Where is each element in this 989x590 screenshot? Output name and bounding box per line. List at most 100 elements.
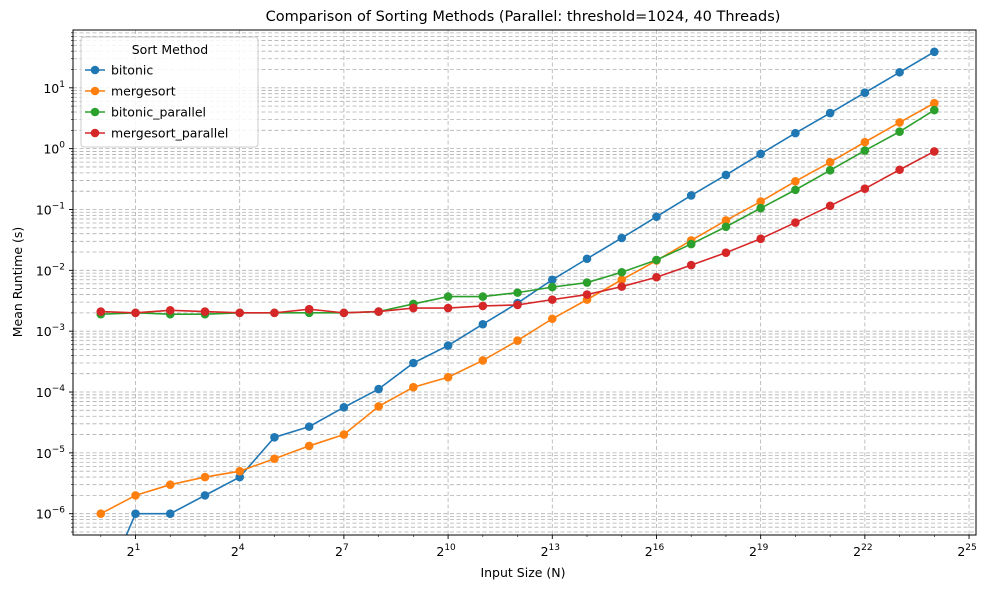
x-tick-label: 225 (957, 543, 976, 559)
data-point (304, 422, 314, 431)
data-point (96, 509, 106, 519)
series-layer (96, 47, 939, 535)
data-point (270, 433, 279, 442)
legend-label: mergesort (111, 84, 176, 99)
x-axis-label: Input Size (N) (480, 565, 565, 580)
data-point (235, 308, 245, 318)
data-point (895, 67, 904, 77)
data-point (825, 157, 835, 167)
y-axis-label: Mean Runtime (s) (10, 227, 25, 337)
data-point (582, 290, 592, 299)
x-tick-label: 216 (645, 543, 665, 559)
data-point (131, 509, 140, 519)
x-tick-label: 24 (231, 543, 245, 559)
data-point (930, 105, 939, 115)
data-point (756, 149, 765, 159)
data-point (374, 402, 383, 411)
data-point (686, 239, 696, 249)
data-point (686, 260, 696, 270)
data-point (200, 472, 210, 482)
data-point (200, 491, 210, 500)
data-point (791, 218, 800, 227)
data-point (582, 254, 592, 264)
y-tick-label: 10−2 (36, 262, 65, 278)
legend-box (80, 36, 259, 148)
data-point (513, 288, 522, 297)
data-point (721, 170, 731, 180)
data-point (721, 216, 731, 225)
data-point (652, 255, 661, 265)
legend-label: mergesort_parallel (111, 126, 228, 141)
data-point (617, 233, 627, 243)
y-tick-label: 10−6 (36, 506, 65, 522)
data-point (478, 292, 488, 301)
data-point (860, 88, 870, 98)
legend-item-mergesort: mergesort (85, 84, 176, 99)
data-point (165, 480, 175, 489)
y-tick-label: 101 (43, 80, 65, 96)
data-point (756, 197, 765, 206)
x-tick-label: 213 (541, 543, 560, 559)
data-point (860, 146, 870, 155)
data-point (304, 441, 314, 451)
legend-marker (90, 128, 100, 138)
data-point (895, 165, 904, 175)
data-point (409, 303, 418, 313)
data-point (131, 308, 140, 318)
data-point (652, 272, 661, 282)
y-tick-label: 100 (43, 141, 65, 157)
legend-label: bitonic_parallel (111, 105, 206, 120)
data-point (791, 128, 800, 138)
y-tick-label: 10−5 (36, 445, 65, 461)
data-point (339, 403, 349, 412)
data-point (721, 222, 731, 232)
data-point (825, 108, 835, 118)
series-mergesort-parallel (96, 147, 939, 318)
data-point (339, 308, 349, 318)
x-axis-ticks: 21 24 27 210 213 216 219 222 225 (100, 535, 977, 559)
data-point (617, 275, 627, 285)
data-point (930, 47, 939, 57)
data-point (895, 127, 904, 136)
data-point (165, 306, 175, 315)
legend-item-bitonic-parallel: bitonic_parallel (85, 105, 206, 120)
data-point (270, 454, 279, 464)
data-point (547, 314, 557, 324)
data-point (582, 278, 592, 287)
legend-items: bitonic mergesort bitonic_parallel mergesor… (85, 63, 228, 141)
data-point (895, 118, 904, 127)
data-point (617, 282, 627, 291)
data-point (513, 336, 522, 345)
data-point (860, 184, 870, 193)
data-point (478, 319, 488, 329)
data-point (652, 212, 661, 222)
legend-item-mergesort-parallel: mergesort_parallel (85, 126, 228, 141)
data-point (617, 267, 627, 277)
data-point (443, 372, 453, 382)
data-point (547, 295, 557, 304)
x-tick-label: 222 (853, 543, 872, 559)
data-point (825, 201, 835, 211)
legend-marker (90, 107, 100, 117)
data-point (513, 300, 522, 310)
data-point (443, 341, 453, 350)
x-tick-label: 27 (335, 543, 349, 559)
data-point (791, 177, 800, 186)
data-point (131, 491, 140, 500)
data-point (235, 466, 245, 476)
data-point (478, 301, 488, 311)
data-point (686, 191, 696, 200)
data-point (409, 382, 418, 392)
data-point (443, 292, 453, 301)
y-tick-label: 10−3 (36, 323, 65, 339)
legend-label: bitonic (111, 63, 153, 78)
data-point (756, 203, 765, 213)
x-tick-label: 21 (127, 543, 141, 559)
x-tick-label: 210 (436, 543, 456, 559)
data-point (304, 304, 314, 314)
data-point (409, 358, 418, 368)
data-point (374, 384, 383, 394)
x-tick-label: 219 (749, 543, 769, 559)
plot-frame (72, 29, 977, 536)
